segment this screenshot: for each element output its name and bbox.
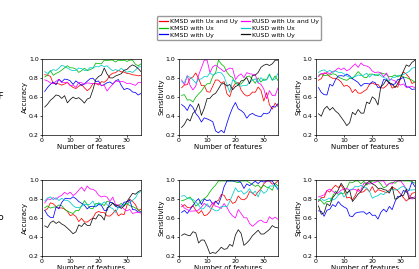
Y-axis label: Accuracy: Accuracy <box>21 202 27 234</box>
Y-axis label: Sensitivity: Sensitivity <box>158 200 164 236</box>
X-axis label: Number of features: Number of features <box>57 144 126 150</box>
Y-axis label: Accuracy: Accuracy <box>21 81 27 113</box>
Text: fALFF: fALFF <box>0 93 5 101</box>
X-axis label: Number of features: Number of features <box>331 265 399 269</box>
Y-axis label: Specificity: Specificity <box>295 79 301 115</box>
X-axis label: Number of features: Number of features <box>194 144 262 150</box>
Text: ReHo: ReHo <box>0 213 4 222</box>
Y-axis label: Specificity: Specificity <box>295 200 301 236</box>
X-axis label: Number of features: Number of features <box>194 265 262 269</box>
Legend: KMSD with Ux and Uy, KMSD with Ux, KMSD with Uy, KUSD with Ux and Uy, KUSD with : KMSD with Ux and Uy, KMSD with Ux, KMSD … <box>157 16 321 40</box>
Y-axis label: Sensitivity: Sensitivity <box>158 79 164 115</box>
X-axis label: Number of features: Number of features <box>57 265 126 269</box>
X-axis label: Number of features: Number of features <box>331 144 399 150</box>
